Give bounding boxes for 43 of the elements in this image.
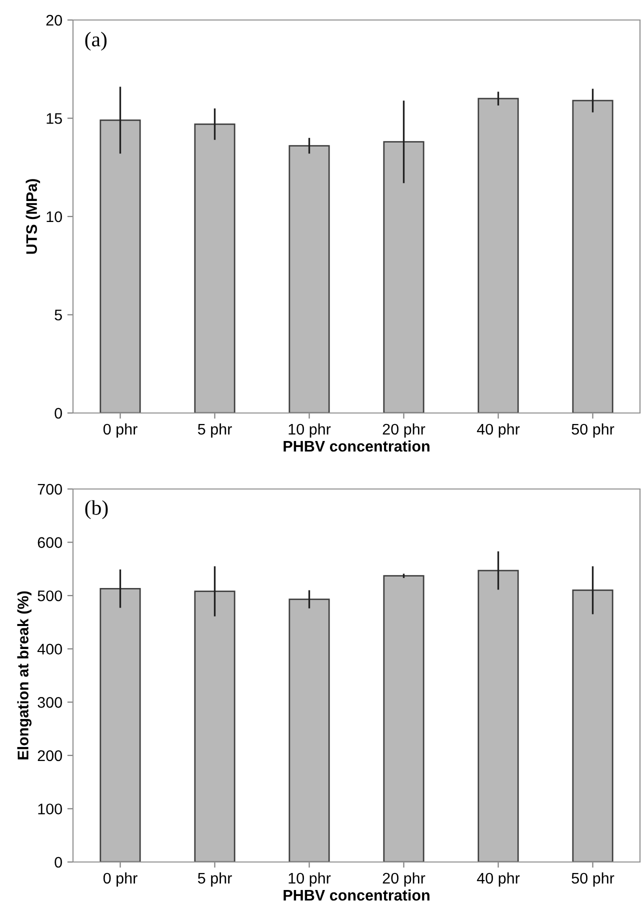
y-tick-label: 200 [38,750,62,762]
bar [194,590,236,862]
bar [288,145,330,413]
y-axis-title: Elongation at break (%) [17,591,32,760]
x-tick-label: 5 phr [198,423,232,438]
y-tick-label: 15 [46,113,62,124]
x-axis-title: PHBV concentration [284,440,430,452]
bar [100,588,141,862]
x-axis-title: PHBV concentration [284,889,430,901]
y-tick-label: 0 [54,856,62,868]
y-tick-label: 5 [54,310,62,320]
y-tick-label: 100 [38,804,62,814]
bar [100,120,141,413]
x-tick-label: 10 phr [288,423,331,438]
annotation: (a) [85,32,107,51]
x-tick-label: 50 phr [572,872,614,887]
x-tick-label: 40 phr [476,423,520,438]
y-tick-label: 10 [46,211,62,222]
bar [194,123,236,413]
y-tick-label: 0 [54,408,62,419]
x-tick-label: 40 phr [476,872,520,887]
bar [478,570,519,862]
y-tick-label: 600 [38,537,62,548]
bar [383,575,424,862]
x-tick-label: 0 phr [103,872,138,887]
y-tick-label: 500 [38,590,62,602]
bar [572,100,614,413]
y-tick-label: 700 [38,484,62,495]
y-tick-label: 400 [37,644,62,655]
x-tick-label: 10 phr [288,872,331,887]
x-tick-label: 5 phr [198,872,232,887]
x-tick-label: 50 phr [572,423,614,438]
x-tick-label: 0 phr [103,423,138,438]
bar [572,590,614,862]
bar [478,98,519,413]
x-tick-label: 20 phr [382,872,426,887]
bar [383,141,424,413]
x-tick-label: 20 phr [382,423,426,438]
y-axis-title: UTS (MPa) [26,179,40,254]
bar [288,598,330,862]
annotation: (b) [85,500,108,520]
y-tick-label: 300 [38,697,62,708]
y-tick-label: 20 [46,14,62,26]
